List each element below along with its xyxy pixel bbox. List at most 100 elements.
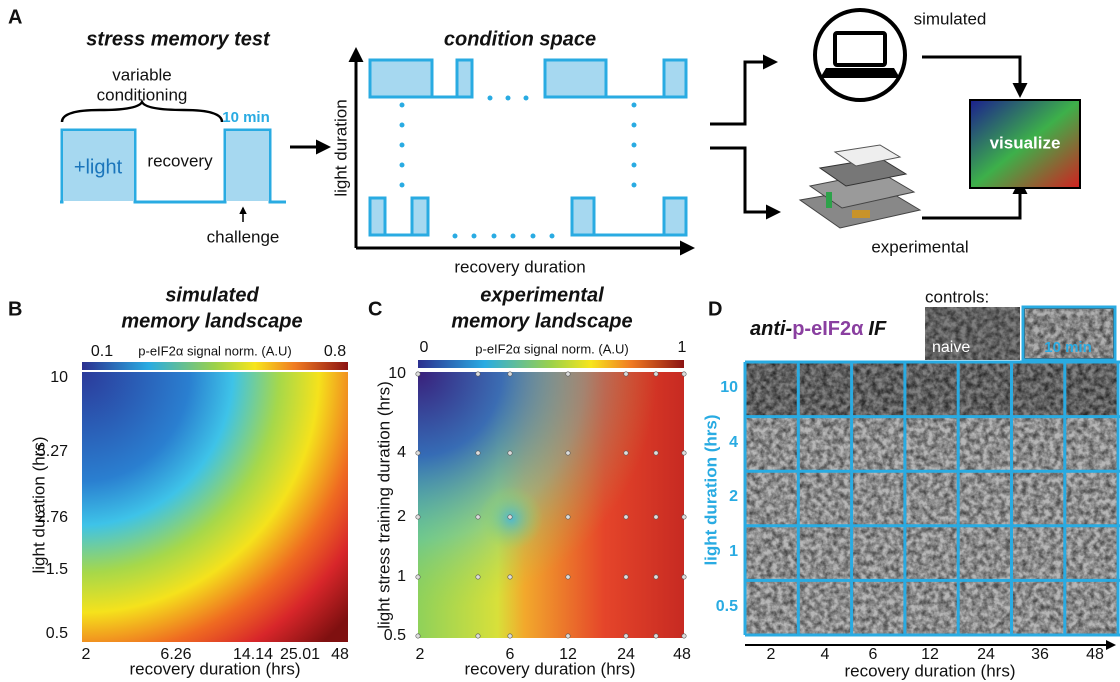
title-part: p-eIF2α [792, 318, 864, 340]
colorbar-max: 1 [678, 339, 687, 356]
panel-title: stress memory test [86, 28, 271, 50]
image-texture [958, 362, 1011, 417]
x-tick-label: 2 [416, 646, 425, 663]
controls-label: controls: [925, 287, 989, 306]
colorbar-label: p-eIF2α signal norm. (A.U) [475, 341, 628, 356]
image-texture [1065, 580, 1118, 635]
y-tick-label: 1 [729, 543, 738, 560]
sample-point [682, 575, 686, 579]
pulse-label: +light [74, 156, 123, 178]
sample-point [682, 451, 686, 455]
branch-label: experimental [871, 237, 968, 256]
panel-title: memory landscape [121, 310, 302, 332]
image-texture [958, 417, 1011, 472]
panel-title: simulated [165, 284, 259, 306]
y-tick-label: 0.5 [46, 625, 68, 642]
x-tick-label: 12 [559, 646, 577, 663]
sample-point [416, 634, 420, 638]
image-texture [1065, 471, 1118, 526]
x-tick-label: 2 [767, 646, 776, 663]
image-texture [745, 580, 798, 635]
image-texture [905, 362, 958, 417]
sample-point [416, 515, 420, 519]
image-texture [852, 417, 905, 472]
image-texture [905, 417, 958, 472]
colorbar [82, 362, 348, 370]
y-tick-label: 2 [397, 508, 406, 525]
image-texture [798, 526, 851, 581]
recovery-label: recovery [147, 151, 213, 170]
image-texture [1065, 417, 1118, 472]
x-tick-label: 24 [977, 646, 995, 663]
sample-point [624, 451, 628, 455]
sample-point [654, 451, 658, 455]
image-texture [958, 526, 1011, 581]
image-texture [1012, 580, 1065, 635]
sample-point [654, 575, 658, 579]
y-tick-label: 5.27 [37, 443, 68, 460]
y-tick-label: 2 [729, 488, 738, 505]
heatmap [82, 372, 348, 642]
panel-label: B [8, 298, 22, 320]
title-part: IF [868, 318, 887, 340]
brace-label: variable [112, 65, 172, 84]
brace [62, 102, 222, 122]
panel-label: C [368, 298, 382, 320]
sample-point [624, 372, 628, 376]
panel-label: A [8, 6, 22, 28]
panel-title: experimental [480, 284, 604, 306]
image-texture [852, 362, 905, 417]
laptop-icon [815, 10, 905, 100]
sample-point [566, 575, 570, 579]
image-texture [852, 580, 905, 635]
y-tick-label: 10 [50, 369, 68, 386]
sample-point [682, 515, 686, 519]
image-texture [745, 471, 798, 526]
x-tick-label: 2 [82, 646, 91, 663]
panel-title: memory landscape [451, 310, 632, 332]
instrument-icon [800, 145, 920, 228]
sample-point [476, 515, 480, 519]
sample-point [566, 451, 570, 455]
sample-point [654, 372, 658, 376]
colorbar-max: 0.8 [324, 343, 346, 360]
x-tick-label: 6 [869, 646, 878, 663]
colorbar [418, 360, 684, 368]
x-tick-label: 14.14 [233, 646, 273, 663]
image-texture [905, 580, 958, 635]
sample-point [476, 575, 480, 579]
sample-point [682, 372, 686, 376]
sample-point [566, 372, 570, 376]
sample-point [654, 634, 658, 638]
sample-point [508, 634, 512, 638]
y-tick-label: 0.5 [716, 598, 738, 615]
title-part: anti- [750, 318, 793, 340]
colorbar-label: p-eIF2α signal norm. (A.U) [138, 343, 291, 358]
visualize-label: visualize [990, 133, 1061, 152]
axis-label: light duration [331, 99, 350, 196]
sample-point [566, 515, 570, 519]
sample-point [508, 515, 512, 519]
image-texture [958, 580, 1011, 635]
image-texture [1065, 362, 1118, 417]
x-tick-label: 4 [821, 646, 830, 663]
axis-label: light stress training duration (hrs) [374, 381, 393, 629]
image-grid [745, 362, 1120, 635]
y-tick-label: 1 [397, 568, 406, 585]
image-texture [1012, 471, 1065, 526]
image-texture [745, 362, 798, 417]
image-texture [1065, 526, 1118, 581]
image-texture [958, 471, 1011, 526]
image-texture [1012, 417, 1065, 472]
x-tick-label: 24 [617, 646, 635, 663]
axis-label: recovery duration (hrs) [129, 659, 300, 678]
panel-title: condition space [444, 28, 596, 50]
image-texture [798, 471, 851, 526]
y-tick-label: 0.5 [384, 627, 406, 644]
image-texture [798, 580, 851, 635]
x-tick-label: 48 [331, 646, 349, 663]
ellipsis-dots [400, 96, 637, 239]
image-texture [852, 526, 905, 581]
axis-label: recovery duration (hrs) [464, 659, 635, 678]
sample-point [654, 515, 658, 519]
